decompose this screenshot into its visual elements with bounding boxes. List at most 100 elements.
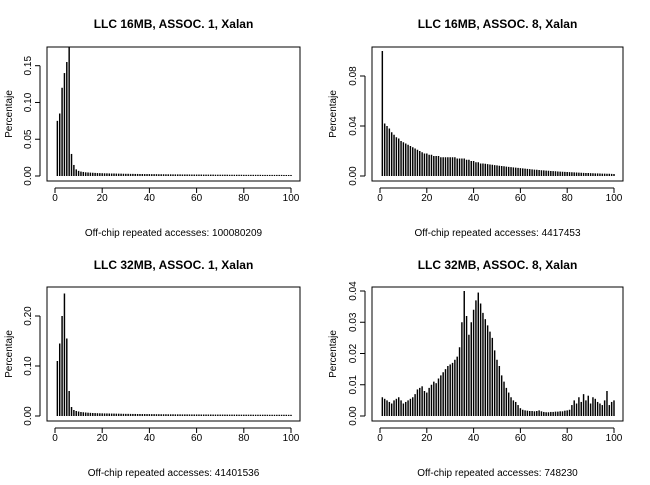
bar <box>162 174 165 176</box>
bar <box>409 398 412 416</box>
y-axis-label: Percentaje <box>4 90 15 138</box>
bar <box>545 412 547 416</box>
chart-panel-4: 0 20 40 60 80 100 0.00 0.01 0.02 0.03 0.04 LLC 32MB… <box>328 258 624 479</box>
y-tick-label: 0.10 <box>23 92 34 112</box>
bar <box>243 414 245 416</box>
bar <box>479 163 482 176</box>
bar <box>573 400 575 417</box>
bar <box>139 174 141 176</box>
bar <box>489 331 491 417</box>
bar <box>451 362 454 417</box>
bar <box>585 400 587 417</box>
bar <box>89 172 92 176</box>
x-axis-label: Off-chip repeated accesses: 4417453 <box>414 228 580 239</box>
bar <box>226 174 229 176</box>
bars <box>56 47 292 176</box>
y-tick-label: 0.04 <box>348 281 359 301</box>
bar <box>122 413 125 416</box>
bar <box>245 414 247 416</box>
bar <box>500 375 503 417</box>
y-tick-label: 0.02 <box>348 343 359 363</box>
bar <box>585 173 587 176</box>
bar <box>433 156 435 176</box>
bar <box>120 173 122 176</box>
bar <box>564 171 566 177</box>
bar <box>559 171 561 177</box>
chart-title: LLC 16MB, ASSOC. 1, Xalan <box>94 17 254 31</box>
bar <box>106 413 108 416</box>
bar <box>393 400 395 417</box>
bar <box>290 414 292 416</box>
x-tick-label: 20 <box>421 433 433 444</box>
bar <box>148 174 151 176</box>
bar <box>280 414 283 416</box>
bar <box>533 411 536 416</box>
bar <box>430 154 433 176</box>
bar <box>550 171 552 176</box>
bar <box>599 403 601 416</box>
plot-frame <box>46 46 301 182</box>
bar <box>73 410 75 416</box>
bar <box>571 172 573 176</box>
bar <box>503 166 505 176</box>
bar <box>231 174 233 176</box>
bar <box>58 113 61 176</box>
bar <box>165 174 167 176</box>
bar <box>94 413 96 416</box>
bar <box>120 413 122 416</box>
bar <box>176 414 179 416</box>
bar <box>484 163 487 176</box>
bar <box>601 173 604 177</box>
bar <box>214 174 217 176</box>
bar <box>271 414 273 416</box>
bar <box>266 414 269 416</box>
bar <box>440 157 442 176</box>
bar <box>533 169 536 177</box>
bar <box>493 165 496 177</box>
bar <box>477 162 479 176</box>
bar <box>273 414 276 416</box>
bar <box>113 173 115 176</box>
x-tick-label: 100 <box>606 433 623 444</box>
bar <box>610 173 613 177</box>
bar <box>496 165 498 177</box>
bar <box>594 398 596 416</box>
bar <box>103 413 106 416</box>
x-tick-label: 20 <box>97 193 109 204</box>
bar <box>210 414 212 416</box>
chart-title: LLC 32MB, ASSOC. 8, Xalan <box>418 258 578 272</box>
bar <box>470 322 472 416</box>
x-tick-label: 0 <box>52 433 58 444</box>
bar <box>224 174 226 176</box>
bar <box>198 174 200 176</box>
bar <box>141 414 144 416</box>
y-tick-label: 0.15 <box>23 56 34 76</box>
bar <box>461 322 463 416</box>
bar <box>517 405 519 416</box>
bar <box>423 153 426 176</box>
bar <box>491 164 494 176</box>
chart-title: LLC 16MB, ASSOC. 8, Xalan <box>418 17 578 31</box>
bar <box>435 383 437 416</box>
bar <box>566 172 568 176</box>
bar <box>552 171 554 177</box>
bar <box>465 159 468 176</box>
bar <box>603 173 606 177</box>
x-tick-label: 80 <box>238 433 250 444</box>
bar <box>547 170 550 176</box>
bar <box>388 128 391 176</box>
bar <box>224 414 226 416</box>
bar <box>68 391 70 416</box>
x-axis-label: Off-chip repeated accesses: 100080209 <box>85 228 263 239</box>
x-tick-label: 60 <box>515 433 527 444</box>
bar <box>582 172 585 177</box>
bar <box>94 172 96 176</box>
bar <box>202 174 205 176</box>
bar <box>475 162 477 176</box>
bar <box>273 174 276 176</box>
bar <box>498 366 501 416</box>
bar <box>519 408 522 416</box>
chart-panel-1: 0 20 40 60 80 100 0.00 0.05 0.10 0.15 LLC 16MB, AS… <box>4 17 301 239</box>
bar <box>580 401 582 416</box>
